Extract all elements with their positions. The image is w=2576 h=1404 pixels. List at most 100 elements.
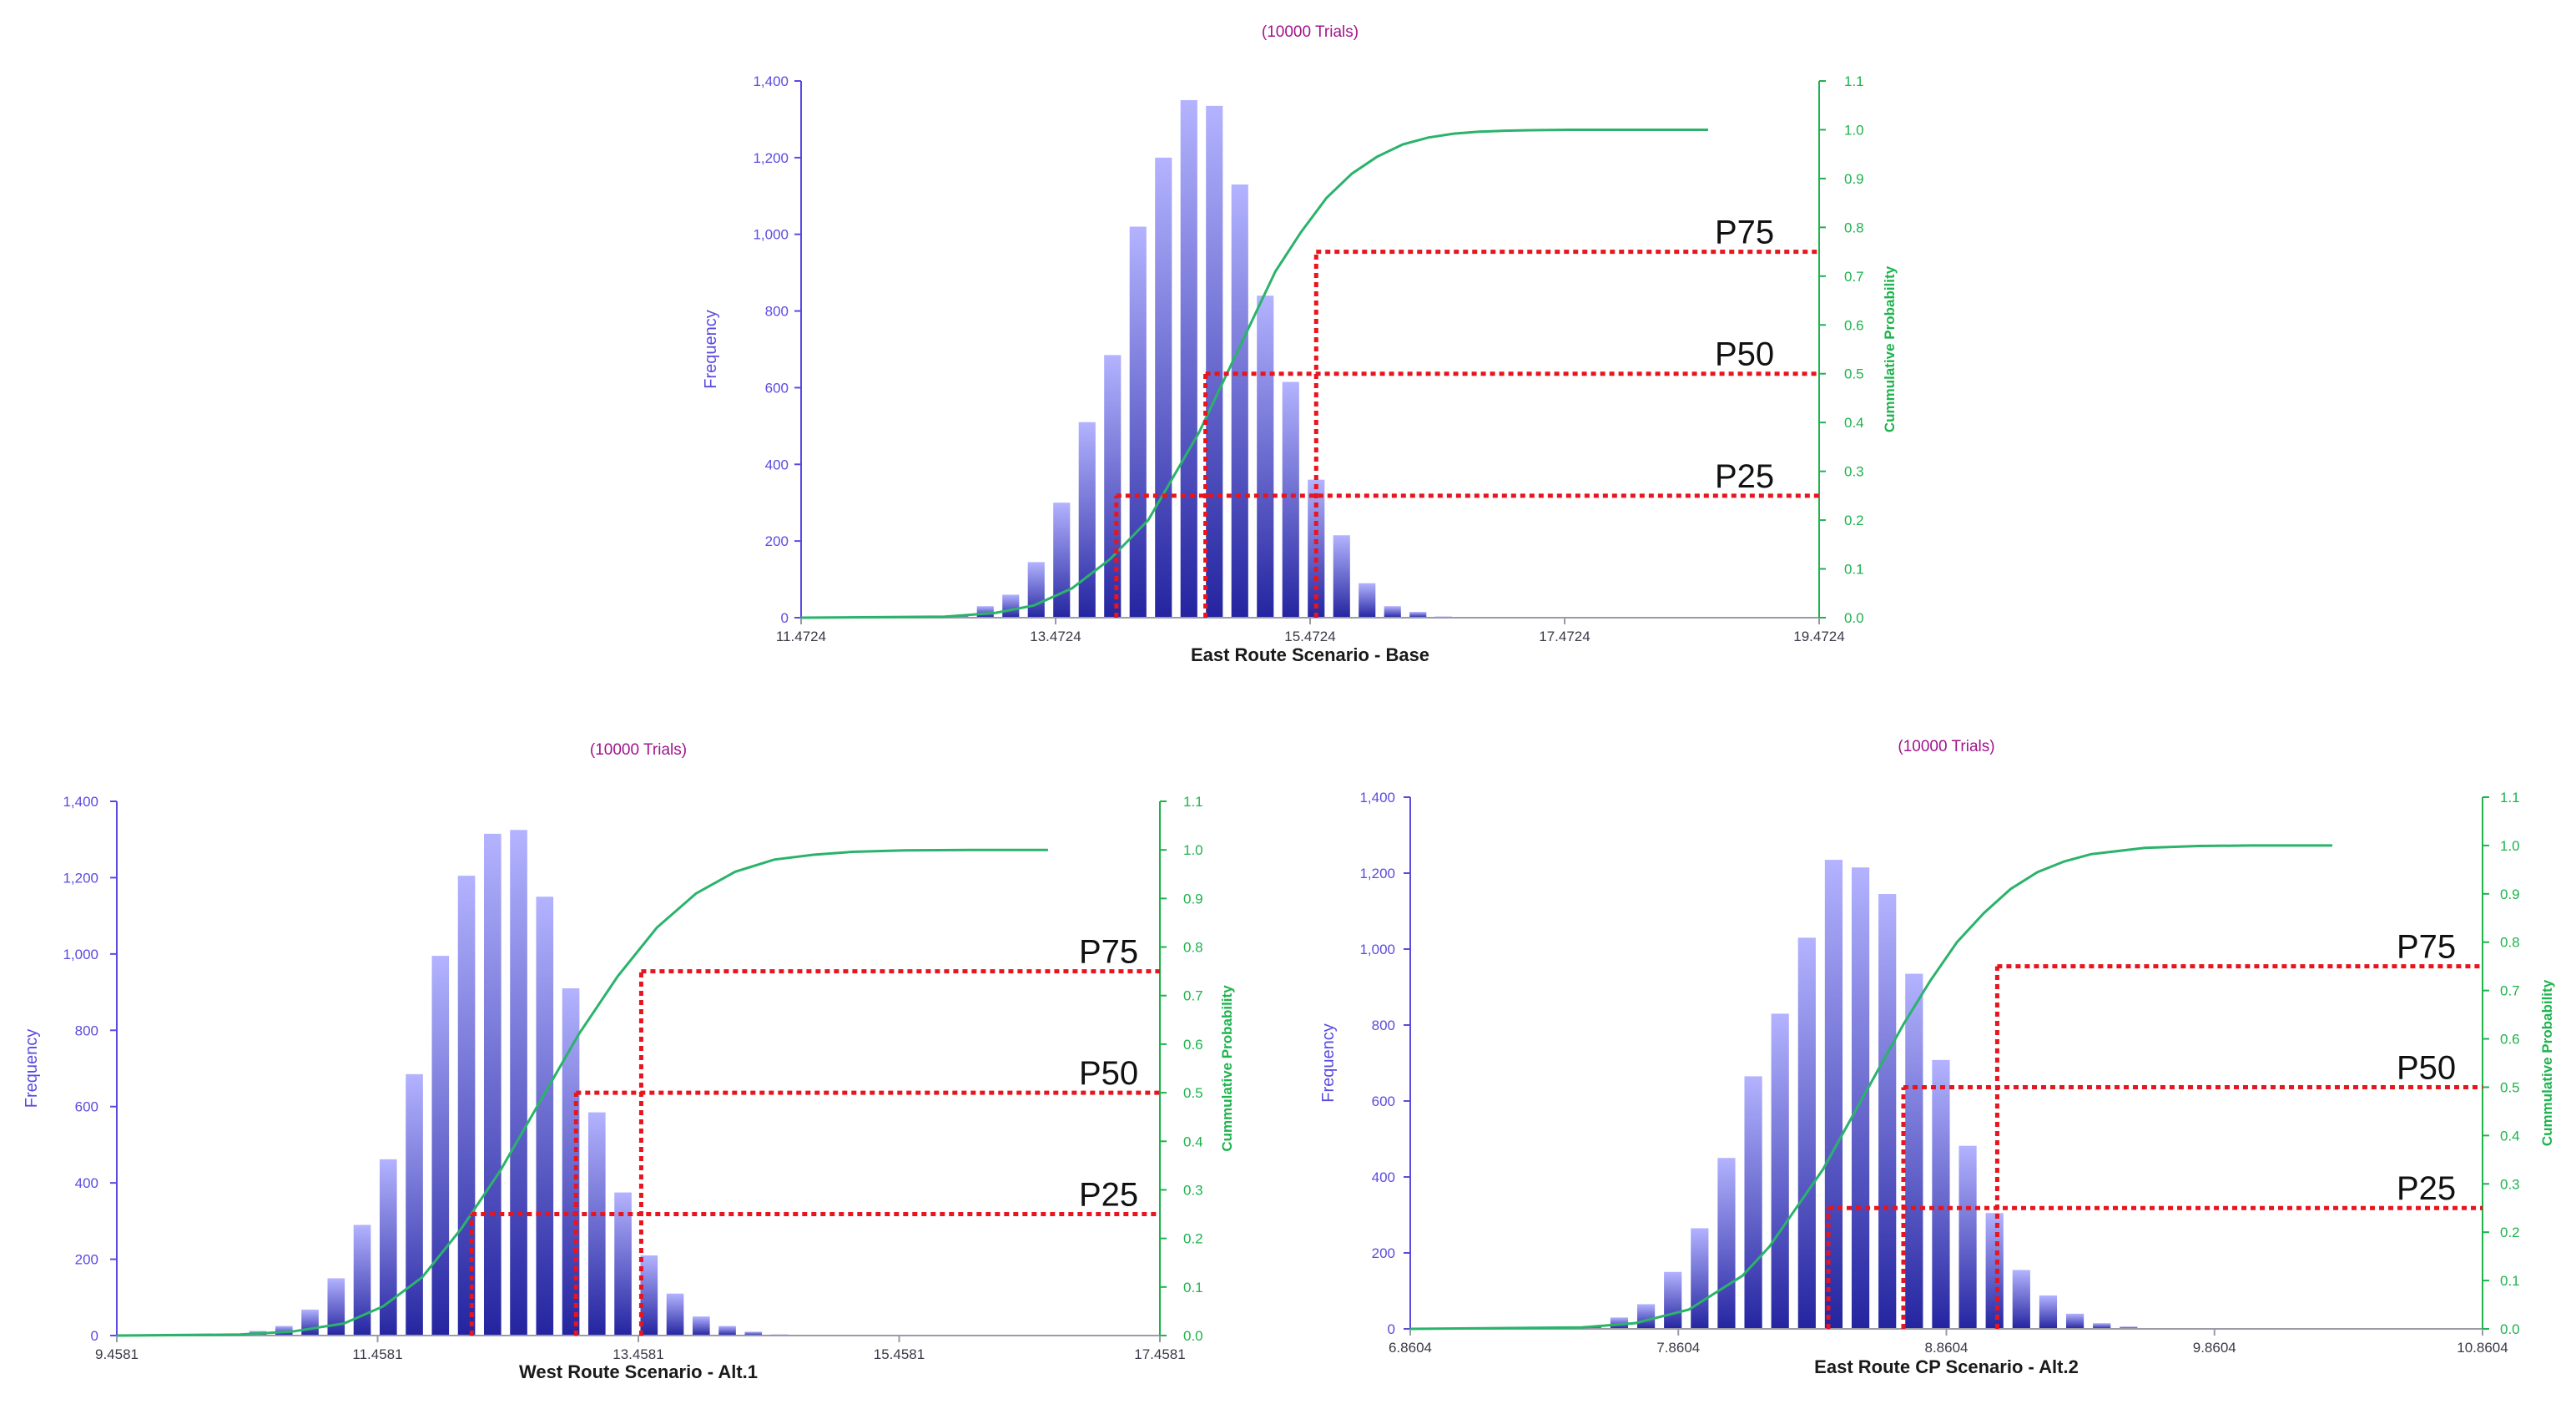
y2-axis-label: Cummulative Probability [2539,979,2555,1146]
y-tick-label: 1,200 [753,150,789,166]
y2-tick-label: 0.4 [1183,1134,1203,1149]
x-tick-label: 8.8604 [1925,1340,1969,1356]
y-tick-label: 600 [765,380,789,396]
histogram-bar [301,1309,319,1336]
y2-tick-label: 0.0 [1183,1328,1203,1344]
y-axis-label: Frequency [23,1029,41,1109]
histogram-bar [1958,1145,1977,1329]
y2-axis-label: Cummulative Probability [1882,265,1898,432]
y-axis-label: Frequency [1319,1023,1338,1103]
histogram-bar [1206,105,1223,618]
x-tick-label: 15.4581 [874,1346,925,1362]
y2-tick-label: 0.5 [1844,366,1864,382]
histogram-bar [1691,1228,1709,1329]
histogram-bar [640,1255,658,1336]
y2-tick-label: 0.0 [2500,1321,2520,1337]
y2-axis-label: Cummulative Probability [1219,985,1235,1152]
x-tick-label: 17.4581 [1134,1346,1185,1362]
y-tick-label: 0 [91,1328,98,1344]
y-tick-label: 1,400 [63,794,98,810]
trials-label: (10000 Trials) [1898,738,1994,755]
histogram-bar [1664,1271,1682,1329]
histogram-bar [1257,295,1274,618]
percentile-label: P50 [1079,1055,1138,1092]
cumulative-probability-line [116,848,1048,1337]
histogram-bar [327,1278,345,1336]
y2-tick-label: 0.3 [2500,1176,2520,1192]
y-tick-label: 1,000 [753,227,789,243]
histogram-bar [1002,594,1020,618]
x-tick-label: 9.8604 [2193,1340,2236,1356]
y2-tick-label: 0.6 [1844,317,1864,333]
histogram-bar [1744,1076,1762,1329]
y2-tick-label: 0.2 [1844,513,1864,528]
percentile-label: P25 [2397,1170,2456,1207]
histogram-bar [2093,1323,2111,1329]
y-tick-label: 600 [1372,1093,1395,1109]
trials-label: (10000 Trials) [1262,23,1359,41]
histogram-bar [2120,1326,2138,1329]
histogram-bar [510,830,527,1336]
y-tick-label: 400 [765,457,789,472]
y2-tick-label: 0.2 [1183,1231,1203,1247]
histogram-bar [587,1112,606,1336]
histogram-bar [1129,226,1147,618]
histogram-bar [1409,612,1427,618]
histogram-bar [1180,99,1197,618]
y2-tick-label: 0.1 [1183,1280,1203,1295]
x-tick-label: 6.8604 [1389,1340,1432,1356]
histogram-bar [1797,937,1816,1329]
y2-tick-label: 1.0 [1844,122,1864,138]
y-tick-label: 1,400 [753,73,789,89]
histogram-bar [1155,157,1172,618]
x-tick-label: 13.4724 [1030,629,1081,644]
cumulative-probability-line [1409,844,2332,1331]
histogram-bar [1851,867,1870,1329]
trials-label: (10000 Trials) [590,741,687,759]
y-tick-label: 200 [75,1252,98,1268]
y2-tick-label: 1.1 [1183,794,1203,810]
y2-tick-label: 0.2 [2500,1225,2520,1240]
y2-tick-label: 0.1 [1844,562,1864,578]
y2-tick-label: 0.4 [2500,1128,2520,1144]
percentile-label: P75 [1715,215,1774,251]
y-axis-label: Frequency [702,310,720,389]
histogram-bar [744,1331,763,1336]
histogram-bar [2065,1313,2084,1329]
percentile-label: P50 [2397,1049,2456,1086]
y2-tick-label: 0.3 [1844,464,1864,480]
histogram-bar [1636,1304,1656,1329]
histogram-bar [353,1225,371,1336]
cumulative-probability-line [800,129,1708,619]
y-tick-label: 0 [1388,1321,1395,1337]
y-tick-label: 200 [765,533,789,549]
x-tick-label: 17.4724 [1539,629,1590,644]
x-tick-label: 13.4581 [612,1346,663,1362]
y2-tick-label: 0.8 [1844,220,1864,235]
y2-tick-label: 0.8 [2500,935,2520,951]
y-tick-label: 800 [765,304,789,320]
y2-tick-label: 0.9 [1183,891,1203,907]
percentile-label: P25 [1715,458,1774,495]
y-tick-label: 800 [1372,1018,1395,1033]
histogram-bar [1027,562,1045,618]
y2-tick-label: 0.1 [2500,1273,2520,1289]
y2-tick-label: 0.9 [2500,886,2520,902]
x-tick-label: 11.4581 [352,1346,402,1362]
x-tick-label: 7.8604 [1656,1340,1700,1356]
histogram-bar [1878,894,1897,1329]
y-tick-label: 1,200 [1359,866,1395,881]
y2-tick-label: 0.3 [1183,1182,1203,1198]
percentile-label: P50 [1715,336,1774,373]
x-tick-label: 19.4724 [1793,629,1844,644]
y2-tick-label: 0.9 [1844,171,1864,187]
histogram-bar [1905,973,1923,1329]
y-tick-label: 200 [1372,1245,1395,1261]
y2-tick-label: 1.0 [2500,838,2520,854]
y2-tick-label: 0.5 [1183,1085,1203,1101]
histogram-bar [431,956,450,1336]
x-tick-label: 11.4724 [776,629,826,644]
y-tick-label: 1,200 [63,870,98,886]
y-tick-label: 0 [781,610,789,626]
